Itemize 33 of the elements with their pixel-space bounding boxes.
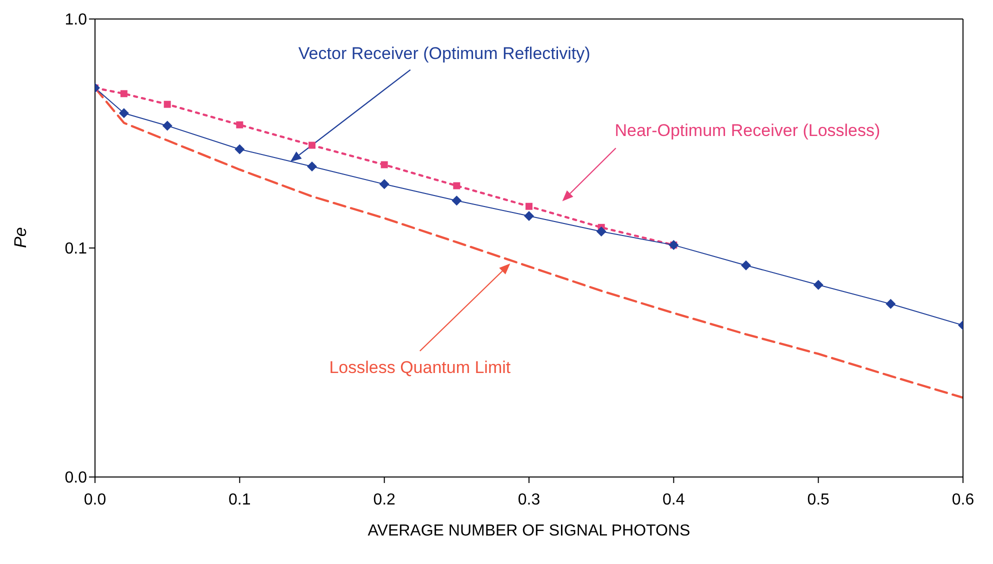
x-tick-label: 0.0 bbox=[84, 491, 106, 508]
point bbox=[526, 202, 532, 210]
x-axis-title: AVERAGE NUMBER OF SIGNAL PHOTONS bbox=[368, 522, 690, 540]
point bbox=[886, 298, 896, 309]
point bbox=[596, 226, 606, 237]
point bbox=[162, 120, 172, 131]
point bbox=[452, 196, 462, 206]
point bbox=[379, 179, 390, 190]
point bbox=[307, 161, 317, 172]
x-tick-label: 0.3 bbox=[518, 491, 540, 508]
point bbox=[308, 142, 316, 149]
y-tick-label: 0.1 bbox=[64, 240, 88, 258]
point bbox=[118, 108, 129, 118]
point bbox=[164, 100, 171, 108]
point bbox=[120, 90, 128, 98]
point bbox=[813, 280, 824, 290]
y-axis-title: Pe bbox=[11, 227, 30, 248]
y-tick-label: 1.0 bbox=[64, 12, 88, 29]
point bbox=[741, 260, 751, 270]
text: Near-Optimum Receiver (Lossless) bbox=[614, 121, 880, 140]
y-tick-label: 0.0 bbox=[64, 470, 88, 487]
x-tick-label: 0.6 bbox=[952, 491, 974, 508]
point bbox=[524, 210, 534, 221]
point bbox=[453, 182, 460, 190]
point bbox=[380, 161, 388, 168]
x-tick-label: 0.5 bbox=[807, 491, 830, 508]
x-tick-label: 0.4 bbox=[662, 491, 685, 508]
point bbox=[236, 121, 244, 128]
point bbox=[234, 144, 245, 154]
text: Lossless Quantum Limit bbox=[329, 358, 511, 378]
x-tick-label: 0.1 bbox=[228, 491, 251, 508]
x-tick-label: 0.2 bbox=[373, 491, 396, 508]
text: Vector Receiver (Optimum Reflectivity) bbox=[298, 44, 590, 63]
